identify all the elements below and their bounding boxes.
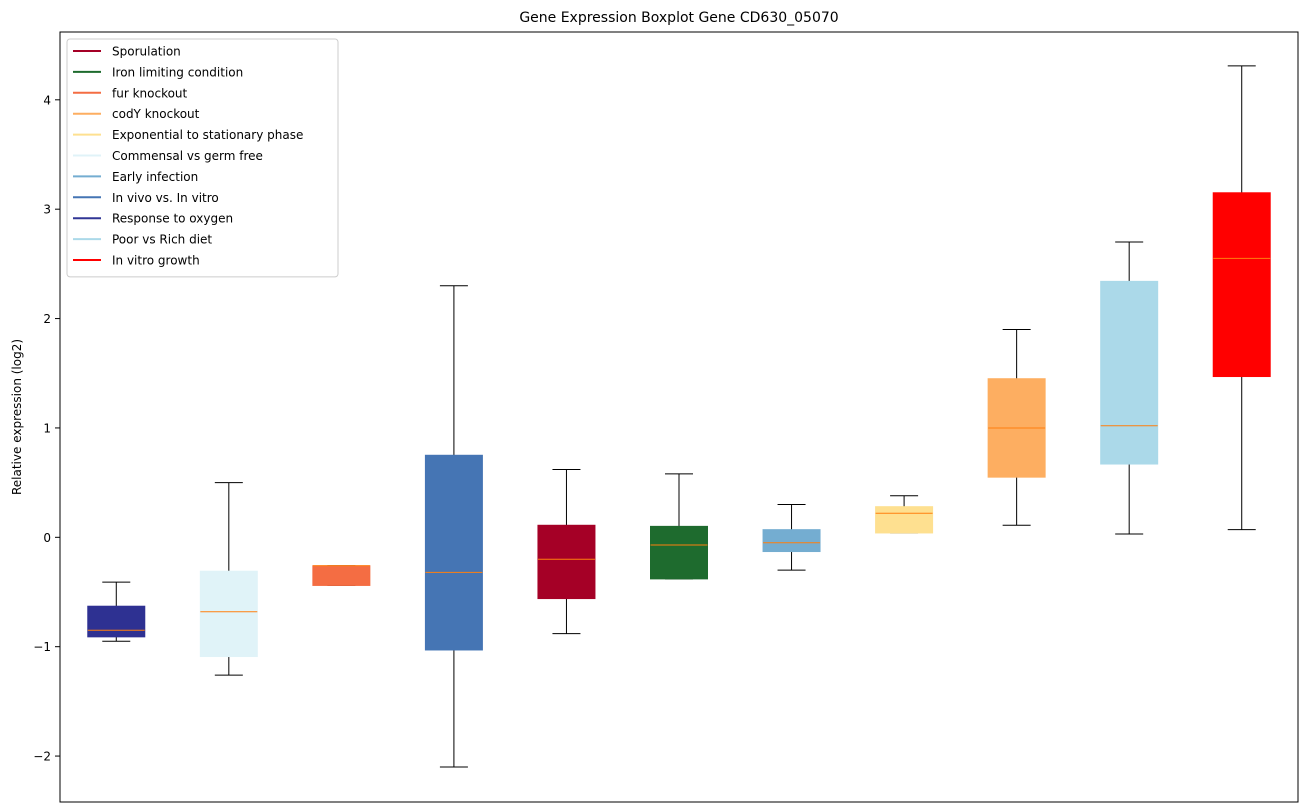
box-10 [1212, 65, 1271, 531]
legend-label: Early infection [112, 170, 198, 184]
box-4 [537, 469, 596, 635]
legend-item: Early infection [73, 170, 198, 184]
legend-item: In vivo vs. In vitro [73, 191, 219, 205]
boxes-layer [87, 65, 1271, 768]
legend-label: Poor vs Rich diet [112, 233, 212, 247]
box-body [199, 570, 258, 658]
y-tick-label: 1 [43, 421, 51, 435]
legend-item: fur knockout [73, 86, 188, 100]
box-body [1100, 280, 1159, 465]
y-axis: −2 −1 0 1 2 3 4 [33, 93, 60, 764]
box-body [312, 565, 371, 586]
legend-item: codY knockout [73, 107, 200, 121]
box-0 [87, 581, 146, 642]
legend-label: codY knockout [112, 107, 200, 121]
y-tick-label: 2 [43, 312, 51, 326]
box-body [537, 524, 596, 600]
box-3 [424, 285, 483, 768]
legend: Sporulation Iron limiting condition fur kn… [66, 38, 339, 278]
legend-label: fur knockout [112, 86, 188, 100]
legend-item: Poor vs Rich diet [73, 233, 212, 247]
legend-label: Commensal vs germ free [112, 149, 263, 163]
legend-label: In vivo vs. In vitro [112, 191, 219, 205]
legend-item: Commensal vs germ free [73, 149, 263, 163]
box-2 [312, 565, 371, 586]
box-body [87, 605, 146, 638]
legend-item: Sporulation [73, 45, 181, 59]
box-body [762, 529, 821, 553]
legend-item: Response to oxygen [73, 212, 233, 226]
box-body [650, 525, 708, 580]
y-tick-label: −2 [33, 750, 51, 764]
box-6 [762, 504, 821, 571]
legend-frame [66, 38, 339, 278]
legend-label: Exponential to stationary phase [112, 128, 303, 142]
box-body [424, 454, 483, 651]
y-tick-label: 3 [43, 203, 51, 217]
box-body [875, 506, 934, 534]
y-tick-label: 4 [43, 93, 51, 107]
box-9 [1100, 241, 1159, 535]
box-7 [875, 495, 934, 534]
legend-item: Exponential to stationary phase [73, 128, 303, 142]
y-tick-label: −1 [33, 640, 51, 654]
box-5 [650, 473, 708, 580]
chart-title: Gene Expression Boxplot Gene CD630_05070 [519, 10, 838, 26]
y-axis-label: Relative expression (log2) [10, 339, 24, 495]
legend-item: In vitro growth [73, 254, 200, 268]
box-1 [199, 482, 258, 676]
y-tick-label: 0 [43, 531, 51, 545]
box-body [1212, 192, 1271, 378]
legend-label: Iron limiting condition [112, 65, 243, 79]
plot-frame [59, 31, 1299, 803]
legend-label: In vitro growth [112, 254, 200, 268]
legend-label: Sporulation [112, 45, 181, 59]
legend-item: Iron limiting condition [73, 65, 243, 79]
legend-label: Response to oxygen [112, 212, 233, 226]
box-8 [987, 329, 1046, 526]
